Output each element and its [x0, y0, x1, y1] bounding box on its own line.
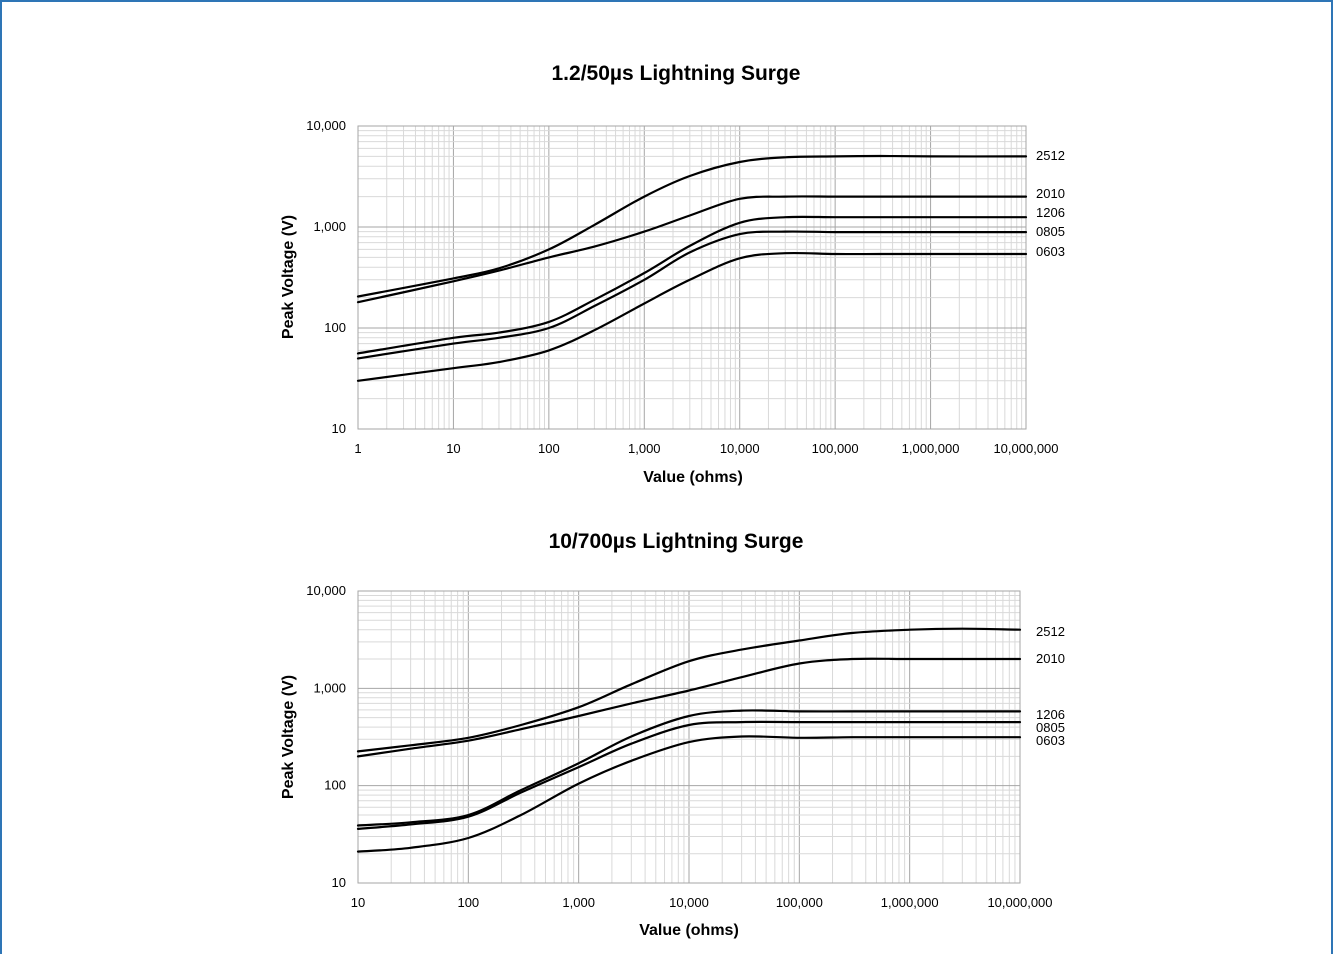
y-tick-label: 10	[332, 875, 346, 890]
x-tick-label: 10,000	[669, 895, 709, 910]
series-line-2512	[356, 154, 1028, 298]
x-tick-label: 10	[446, 441, 460, 456]
y-axis-title: Peak Voltage (V)	[280, 215, 297, 339]
x-tick-label: 1,000,000	[881, 895, 939, 910]
series-line-0805	[356, 230, 1028, 360]
chart-lightning-10-700: 10/700µs Lightning Surge 10 100 1,000 10,00…	[280, 530, 1065, 939]
tick-labels: 10 100 1,000 10,000 100,000 1,000,000 10,000,0…	[306, 583, 1052, 910]
y-tick-label: 10,000	[306, 583, 346, 598]
y-tick-label: 10	[332, 421, 346, 436]
chart-lightning-1-2-50: 1.2/50µs Lightning Surge 1 10 100 1,000 10,0…	[280, 62, 1065, 486]
series-line-1206	[356, 709, 1022, 827]
series-label-1206: 1206	[1036, 205, 1065, 220]
chart-title: 10/700µs Lightning Surge	[549, 530, 804, 553]
series-label-2512: 2512	[1036, 148, 1065, 163]
series-label-0805: 0805	[1036, 720, 1065, 735]
x-tick-label: 10	[351, 895, 365, 910]
x-tick-label: 100	[538, 441, 560, 456]
x-tick-label: 100,000	[776, 895, 823, 910]
series-label-2512: 2512	[1036, 624, 1065, 639]
x-tick-label: 1,000,000	[902, 441, 960, 456]
series-line-0603	[356, 251, 1028, 382]
y-tick-label: 10,000	[306, 118, 346, 133]
series-label-0603: 0603	[1036, 733, 1065, 748]
series-label-0805: 0805	[1036, 224, 1065, 239]
y-tick-label: 1,000	[313, 680, 346, 695]
x-tick-label: 1	[354, 441, 361, 456]
x-axis-title: Value (ohms)	[639, 922, 739, 939]
chart-title: 1.2/50µs Lightning Surge	[552, 62, 801, 85]
series-line-0603	[356, 735, 1022, 853]
tick-labels: 1 10 100 1,000 10,000 100,000 1,000,000 10,000,…	[306, 118, 1058, 456]
y-tick-label: 1,000	[313, 219, 346, 234]
x-tick-label: 10,000,000	[987, 895, 1052, 910]
series-lines	[356, 627, 1022, 853]
series-labels: 2512 2010 1206 0805 0603	[1036, 148, 1065, 259]
series-label-0603: 0603	[1036, 244, 1065, 259]
x-tick-label: 100,000	[812, 441, 859, 456]
series-line-1206	[356, 215, 1028, 355]
series-line-2010	[356, 657, 1022, 758]
series-label-1206: 1206	[1036, 707, 1065, 722]
x-tick-label: 1,000	[628, 441, 661, 456]
series-label-2010: 2010	[1036, 186, 1065, 201]
series-line-2512	[356, 627, 1022, 753]
plot-area-border	[357, 125, 1027, 430]
x-tick-label: 10,000	[720, 441, 760, 456]
y-tick-label: 100	[324, 778, 346, 793]
x-tick-label: 100	[457, 895, 479, 910]
series-label-2010: 2010	[1036, 651, 1065, 666]
series-lines	[356, 154, 1028, 382]
y-tick-label: 100	[324, 320, 346, 335]
grid	[357, 125, 1027, 430]
x-tick-label: 1,000	[562, 895, 595, 910]
series-line-2010	[356, 195, 1028, 304]
series-line-0805	[356, 720, 1022, 830]
x-tick-label: 10,000,000	[993, 441, 1058, 456]
y-axis-title: Peak Voltage (V)	[280, 675, 297, 799]
x-axis-title: Value (ohms)	[643, 469, 743, 486]
